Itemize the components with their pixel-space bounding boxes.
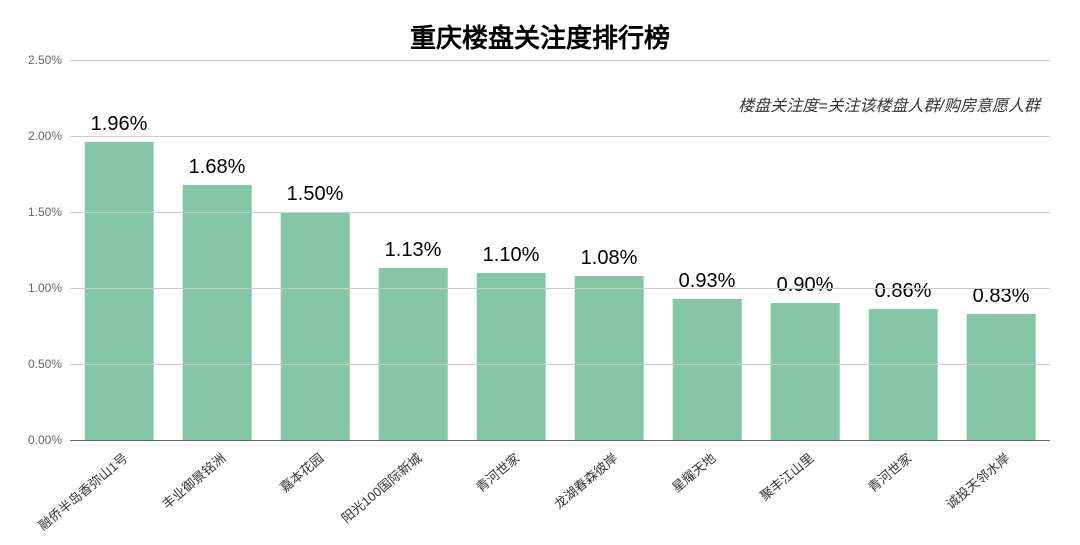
x-tick-label: 聚丰江山里 [755, 448, 817, 504]
y-tick-label: 1.00% [28, 281, 62, 295]
gridline [70, 364, 1050, 365]
x-tick-label: 龙湖春森彼岸 [549, 448, 621, 513]
bar-value-label: 1.10% [483, 244, 540, 267]
x-tick-label: 青河世家 [863, 448, 915, 496]
bar-value-label: 1.68% [189, 156, 246, 179]
x-tick-label: 青河世家 [471, 448, 523, 496]
bar: 0.93% [673, 299, 742, 440]
plot-area: 1.96% 1.68% 1.50% 1.13% 1.10% 1.08% 0.93% 0.90%… [70, 60, 1050, 440]
bar-slot: 1.50% [266, 60, 364, 440]
bar: 1.13% [379, 268, 448, 440]
bar-slot: 0.90% [756, 60, 854, 440]
bar-value-label: 1.13% [385, 239, 442, 262]
bar-slot: 0.86% [854, 60, 952, 440]
bar-value-label: 1.08% [581, 247, 638, 270]
bar-value-label: 0.90% [777, 274, 834, 297]
bar-slot: 1.96% [70, 60, 168, 440]
bar-value-label: 1.50% [287, 183, 344, 206]
gridline [70, 288, 1050, 289]
gridline [70, 60, 1050, 61]
chart-title: 重庆楼盘关注度排行榜 [0, 18, 1080, 55]
x-tick-label: 嘉本花园 [275, 448, 327, 496]
bar: 1.68% [183, 185, 252, 440]
x-tick-label: 融侨半岛香弥山1号 [34, 448, 131, 534]
bar: 0.86% [869, 309, 938, 440]
x-tick-label: 星耀天地 [667, 448, 719, 496]
bar-value-label: 0.86% [875, 280, 932, 303]
bar-slot: 0.83% [952, 60, 1050, 440]
chart-container: 重庆楼盘关注度排行榜 楼盘关注度=关注该楼盘人群/购房意愿人群 1.96%1.6… [0, 0, 1080, 545]
x-axis-labels: 融侨半岛香弥山1号丰业御景铭洲嘉本花园阳光100国际新城青河世家龙湖春森彼岸星耀… [70, 440, 1050, 545]
y-tick-label: 0.50% [28, 357, 62, 371]
x-tick-label: 诚投天邻水岸 [941, 448, 1013, 513]
bar: 1.50% [281, 212, 350, 440]
bar-slot: 1.68% [168, 60, 266, 440]
y-tick-label: 2.00% [28, 129, 62, 143]
bar-value-label: 0.93% [679, 270, 736, 293]
bar-slot: 1.13% [364, 60, 462, 440]
x-tick-label: 阳光100国际新城 [337, 448, 426, 527]
bar: 0.90% [771, 303, 840, 440]
bar: 1.10% [477, 273, 546, 440]
gridline [70, 136, 1050, 137]
y-tick-label: 0.00% [28, 433, 62, 447]
x-tick-label: 丰业御景铭洲 [157, 448, 229, 513]
bar-slot: 1.10% [462, 60, 560, 440]
bar: 0.83% [967, 314, 1036, 440]
bar: 1.96% [85, 142, 154, 440]
bar-slot: 0.93% [658, 60, 756, 440]
y-tick-label: 2.50% [28, 53, 62, 67]
bars-layer: 1.96% 1.68% 1.50% 1.13% 1.10% 1.08% 0.93% 0.90%… [70, 60, 1050, 440]
y-tick-label: 1.50% [28, 205, 62, 219]
bar: 1.08% [575, 276, 644, 440]
bar-value-label: 1.96% [91, 113, 148, 136]
bar-slot: 1.08% [560, 60, 658, 440]
gridline [70, 212, 1050, 213]
